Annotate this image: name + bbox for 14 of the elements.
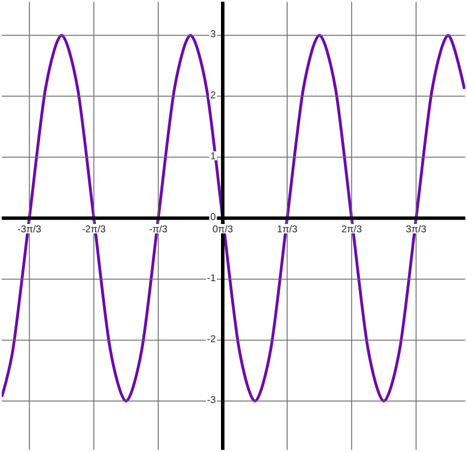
y-tick-label: 0 [210, 213, 216, 220]
x-tick-label: 2π/3 [342, 225, 362, 233]
x-tick-label: -3π/3 [18, 225, 41, 233]
y-tick-label: -3 [207, 396, 216, 404]
x-tick-label: 0π/3 [212, 225, 233, 233]
x-tick-label: -2π/3 [82, 225, 106, 233]
y-tick-label: -1 [207, 274, 216, 282]
y-tick-label: -2 [207, 335, 216, 342]
y-tick-label: 1 [211, 152, 216, 160]
y-tick-label: 3 [210, 30, 216, 38]
x-tick-label: -π/3 [150, 225, 167, 233]
x-tick-label: 3π/3 [406, 225, 426, 233]
y-tick-label: 2 [210, 92, 216, 98]
x-tick-label: 1π/3 [278, 225, 297, 233]
